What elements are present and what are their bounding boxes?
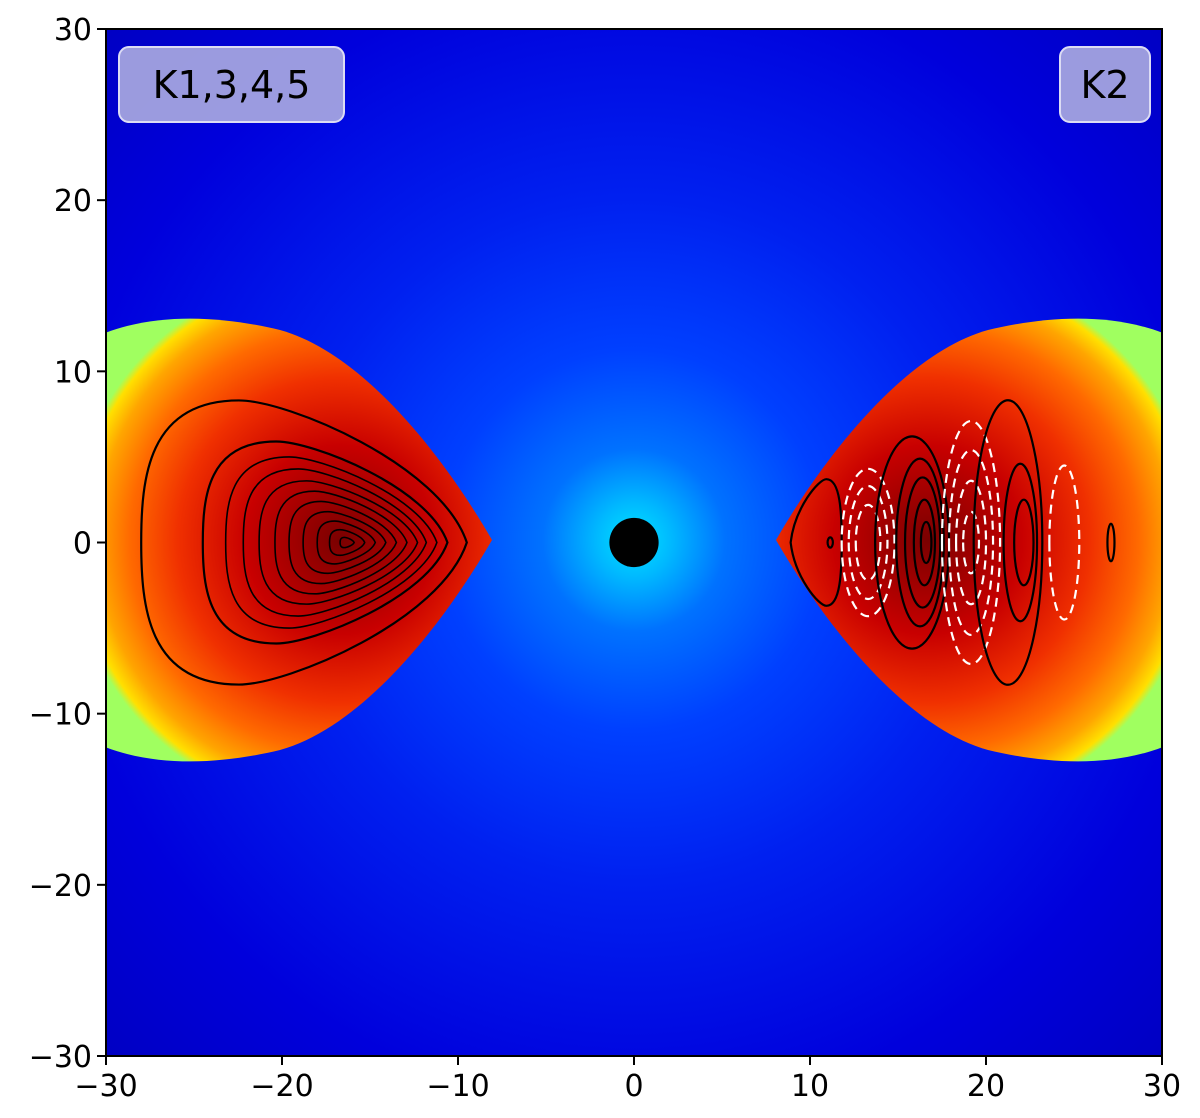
- y-tick-label: 20: [54, 184, 92, 219]
- plot-content: [106, 318, 1162, 762]
- y-tick-label: 0: [73, 527, 92, 562]
- contour-line-right-11: [947, 449, 995, 636]
- contour-line-right-16: [1013, 498, 1035, 587]
- contour-line-left-9: [328, 528, 366, 557]
- contour-line-right-4: [854, 503, 882, 582]
- x-tick-label: 10: [791, 1069, 829, 1104]
- x-tick-label: −10: [426, 1069, 489, 1104]
- y-tick-label: −30: [29, 1040, 92, 1075]
- torus-left: [106, 318, 492, 762]
- y-tick-label: 10: [54, 355, 92, 390]
- x-tick-label: −20: [250, 1069, 313, 1104]
- y-tick-label: −10: [29, 698, 92, 733]
- contour-line-right-8: [912, 498, 937, 587]
- contour-line-left-0: [140, 399, 468, 686]
- contour-line-left-5: [274, 490, 408, 595]
- contour-line-right-1: [826, 536, 834, 549]
- contour-line-right-3: [847, 484, 889, 601]
- x-tick-label: 20: [967, 1069, 1005, 1104]
- contour-line-left-4: [258, 480, 419, 605]
- panel-label-left-box: [118, 46, 345, 123]
- contour-line-right-2: [840, 467, 896, 618]
- contour-line-left-6: [288, 500, 398, 585]
- contours-left: [140, 399, 468, 686]
- contour-line-right-7: [903, 476, 942, 609]
- contour-line-right-13: [962, 510, 981, 575]
- contour-line-right-14: [972, 399, 1044, 686]
- panel-label-right: K2: [1059, 46, 1151, 123]
- contour-line-right-12: [954, 479, 988, 606]
- contour-line-left-10: [339, 536, 356, 549]
- contour-line-left-8: [316, 520, 377, 565]
- contours-right: [789, 399, 1116, 686]
- panel-label-right-text: K2: [1080, 63, 1129, 107]
- contour-line-right-10: [940, 419, 1002, 666]
- x-tick-label: 30: [1143, 1069, 1181, 1104]
- y-axis: −30 −20 −10 0 10 20 30: [29, 13, 106, 1075]
- contour-line-right-15: [1002, 462, 1039, 623]
- x-tick-label: 0: [624, 1069, 643, 1104]
- contour-line-left-7: [302, 510, 387, 575]
- contour-line-right-6: [895, 457, 945, 628]
- contour-line-right-18: [1106, 522, 1116, 563]
- contour-line-left-1: [201, 440, 449, 645]
- contour-line-left-2: [224, 456, 438, 629]
- contour-line-right-9: [919, 520, 933, 565]
- contour-line-right-17: [1048, 464, 1081, 621]
- panel-label-left-text: K1,3,4,5: [153, 63, 311, 107]
- y-tick-label: −20: [29, 869, 92, 904]
- x-tick-label: −30: [74, 1069, 137, 1104]
- panel-label-left: K1,3,4,5: [118, 46, 345, 123]
- panel-label-right-box: [1059, 46, 1151, 123]
- contour-line-left-3: [242, 468, 428, 617]
- central-black-hole: [609, 517, 659, 568]
- torus-right: [776, 318, 1162, 762]
- y-tick-label: 30: [54, 13, 92, 48]
- x-axis: −30 −20 −10 0 10 20 30: [74, 1056, 1181, 1104]
